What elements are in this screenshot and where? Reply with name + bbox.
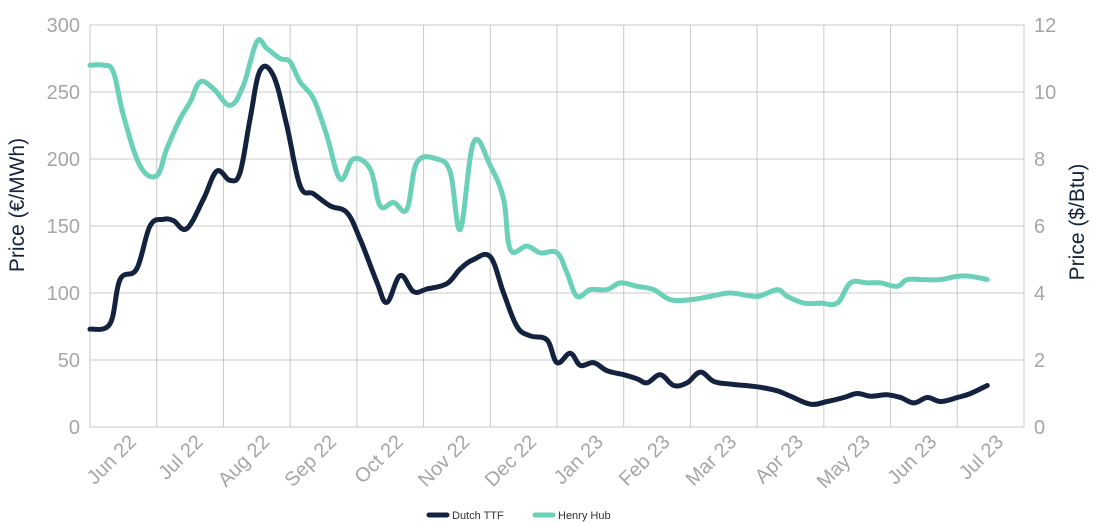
right-tick-label: 12 [1034,15,1056,37]
right-tick-label: 10 [1034,82,1056,104]
right-axis-title: Price ($/Btu) [1066,164,1089,281]
x-tick-label: Jun 22 [83,431,141,489]
x-tick-label: Mar 23 [682,431,742,491]
left-tick-label: 250 [47,82,80,104]
x-axis-ticks: Jun 22 Jul 22 Aug 22 Sep 22 Oct 22 Nov 22 Dec … [83,431,1008,493]
left-tick-label: 200 [47,149,80,171]
legend-label-henry-hub: Henry Hub [558,510,611,522]
legend: Dutch TTF Henry Hub [426,510,611,522]
left-tick-label: 100 [47,283,80,305]
x-tick-label: Jun 23 [883,431,941,489]
right-tick-label: 4 [1034,283,1045,305]
left-axis-title: Price (€/MWh) [6,138,29,272]
x-tick-label: Jul 22 [154,431,207,484]
right-tick-label: 0 [1034,417,1045,439]
x-tick-label: Nov 22 [414,431,474,491]
series-line-henry-hub [87,37,990,308]
x-tick-label: Sep 22 [281,431,341,491]
series [87,37,990,407]
x-tick-label: Aug 22 [214,431,274,491]
x-tick-label: Apr 23 [751,431,808,488]
right-tick-label: 8 [1034,149,1045,171]
x-tick-label: May 23 [813,431,875,493]
right-axis-ticks: 0 2 4 6 8 10 12 [1034,15,1056,439]
x-tick-label: Feb 23 [615,431,675,491]
left-tick-label: 50 [58,350,80,372]
grid [89,24,1025,428]
series-line-dutch-ttf [87,63,990,407]
left-tick-label: 0 [69,417,80,439]
right-tick-label: 6 [1034,216,1045,238]
x-tick-label: Jul 23 [955,431,1008,484]
legend-label-dutch-ttf: Dutch TTF [452,510,504,522]
legend-item-henry-hub: Henry Hub [532,510,611,522]
legend-item-dutch-ttf: Dutch TTF [426,510,504,522]
left-axis-ticks: 0 50 100 150 200 250 300 [47,15,80,439]
left-tick-label: 300 [47,15,80,37]
left-tick-label: 150 [47,216,80,238]
x-tick-label: Dec 22 [481,431,541,491]
right-tick-label: 2 [1034,350,1045,372]
x-tick-label: Oct 22 [351,431,408,488]
x-tick-label: Jan 23 [550,431,608,489]
